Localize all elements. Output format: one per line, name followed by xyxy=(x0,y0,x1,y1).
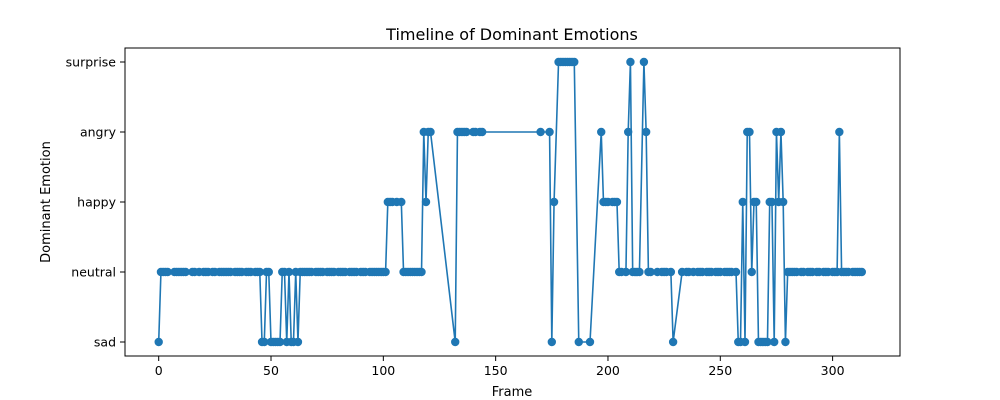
data-point xyxy=(738,197,747,207)
y-tick-label: sad xyxy=(94,335,116,350)
data-point xyxy=(545,127,554,137)
data-point xyxy=(639,57,649,67)
data-point xyxy=(781,337,790,347)
data-point xyxy=(426,127,435,137)
data-point xyxy=(547,337,557,347)
x-tick-label: 250 xyxy=(708,363,732,378)
x-tick-label: 300 xyxy=(821,363,845,378)
data-point xyxy=(635,267,644,277)
x-tick-label: 150 xyxy=(484,363,508,378)
data-point xyxy=(776,127,786,137)
data-point xyxy=(778,197,788,207)
x-tick-label: 0 xyxy=(155,363,163,378)
data-point xyxy=(731,267,741,277)
data-point xyxy=(381,267,390,277)
chart-title: Timeline of Dominant Emotions xyxy=(385,25,638,44)
data-point xyxy=(857,267,867,277)
y-axis: sad neutral happy angry surprise xyxy=(66,55,125,350)
data-point xyxy=(763,337,772,347)
data-point xyxy=(264,267,273,277)
data-point xyxy=(260,337,269,347)
data-point xyxy=(293,337,303,347)
data-point xyxy=(668,337,678,347)
x-tick-label: 100 xyxy=(371,363,395,378)
data-point xyxy=(477,127,487,137)
data-point xyxy=(451,337,460,347)
x-axis: 0 50 100 150 200 250 300 xyxy=(155,356,845,378)
data-point xyxy=(462,127,471,137)
data-point xyxy=(770,337,779,347)
data-point xyxy=(181,267,190,277)
data-point xyxy=(397,197,406,207)
data-point xyxy=(666,267,676,277)
y-tick-label: happy xyxy=(77,195,116,210)
y-tick-label: neutral xyxy=(71,265,116,280)
data-point xyxy=(585,337,595,347)
y-tick-label: surprise xyxy=(66,55,117,70)
data-point xyxy=(284,267,294,277)
data-point xyxy=(835,127,844,137)
data-point xyxy=(612,197,622,207)
data-point xyxy=(597,127,606,137)
data-point xyxy=(641,127,651,137)
data-point xyxy=(752,197,761,207)
data-point xyxy=(417,267,426,277)
data-point xyxy=(621,267,631,277)
data-point xyxy=(255,267,264,277)
data-point xyxy=(421,197,431,207)
x-tick-label: 50 xyxy=(263,363,279,378)
data-point xyxy=(623,127,633,137)
data-point xyxy=(767,197,777,207)
x-axis-label: Frame xyxy=(492,385,533,400)
data-point xyxy=(747,267,756,277)
data-point xyxy=(536,127,545,137)
x-tick-label: 200 xyxy=(596,363,620,378)
data-point xyxy=(154,337,163,347)
data-point xyxy=(275,337,285,347)
data-point xyxy=(740,337,750,347)
data-point xyxy=(549,197,559,207)
data-point xyxy=(646,267,655,277)
data-point xyxy=(574,337,583,347)
data-point xyxy=(570,57,579,67)
y-tick-label: angry xyxy=(80,125,117,140)
data-point xyxy=(626,57,635,67)
series-layer xyxy=(154,57,867,347)
y-axis-label: Dominant Emotion xyxy=(39,141,54,263)
data-point xyxy=(745,127,754,137)
data-point xyxy=(163,267,172,277)
